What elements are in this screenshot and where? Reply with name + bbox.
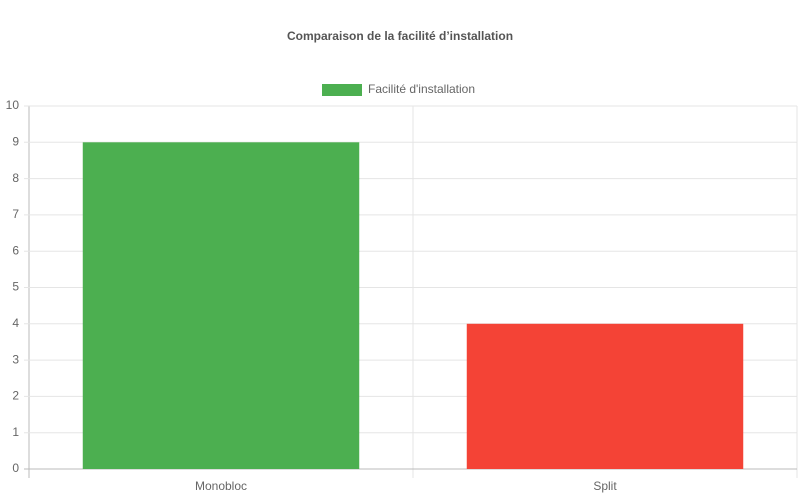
y-tick-label: 2 [12, 389, 19, 403]
y-tick-label: 9 [12, 134, 19, 148]
y-tick-label: 4 [12, 316, 19, 330]
y-tick-label: 5 [12, 280, 19, 294]
x-tick-label: Monobloc [195, 479, 247, 493]
y-tick-label: 0 [12, 461, 19, 475]
x-tick-label: Split [593, 479, 617, 493]
y-tick-label: 8 [12, 171, 19, 185]
bar [82, 142, 360, 470]
y-tick-label: 10 [6, 98, 20, 112]
y-tick-label: 1 [12, 425, 19, 439]
chart-title: Comparaison de la facilité d’installatio… [287, 29, 513, 43]
y-tick-label: 6 [12, 243, 19, 257]
y-tick-label: 7 [12, 207, 19, 221]
y-tick-label: 3 [12, 352, 19, 366]
legend-label: Facilité d'installation [368, 82, 475, 96]
bar [466, 323, 744, 469]
legend-swatch [322, 84, 362, 96]
